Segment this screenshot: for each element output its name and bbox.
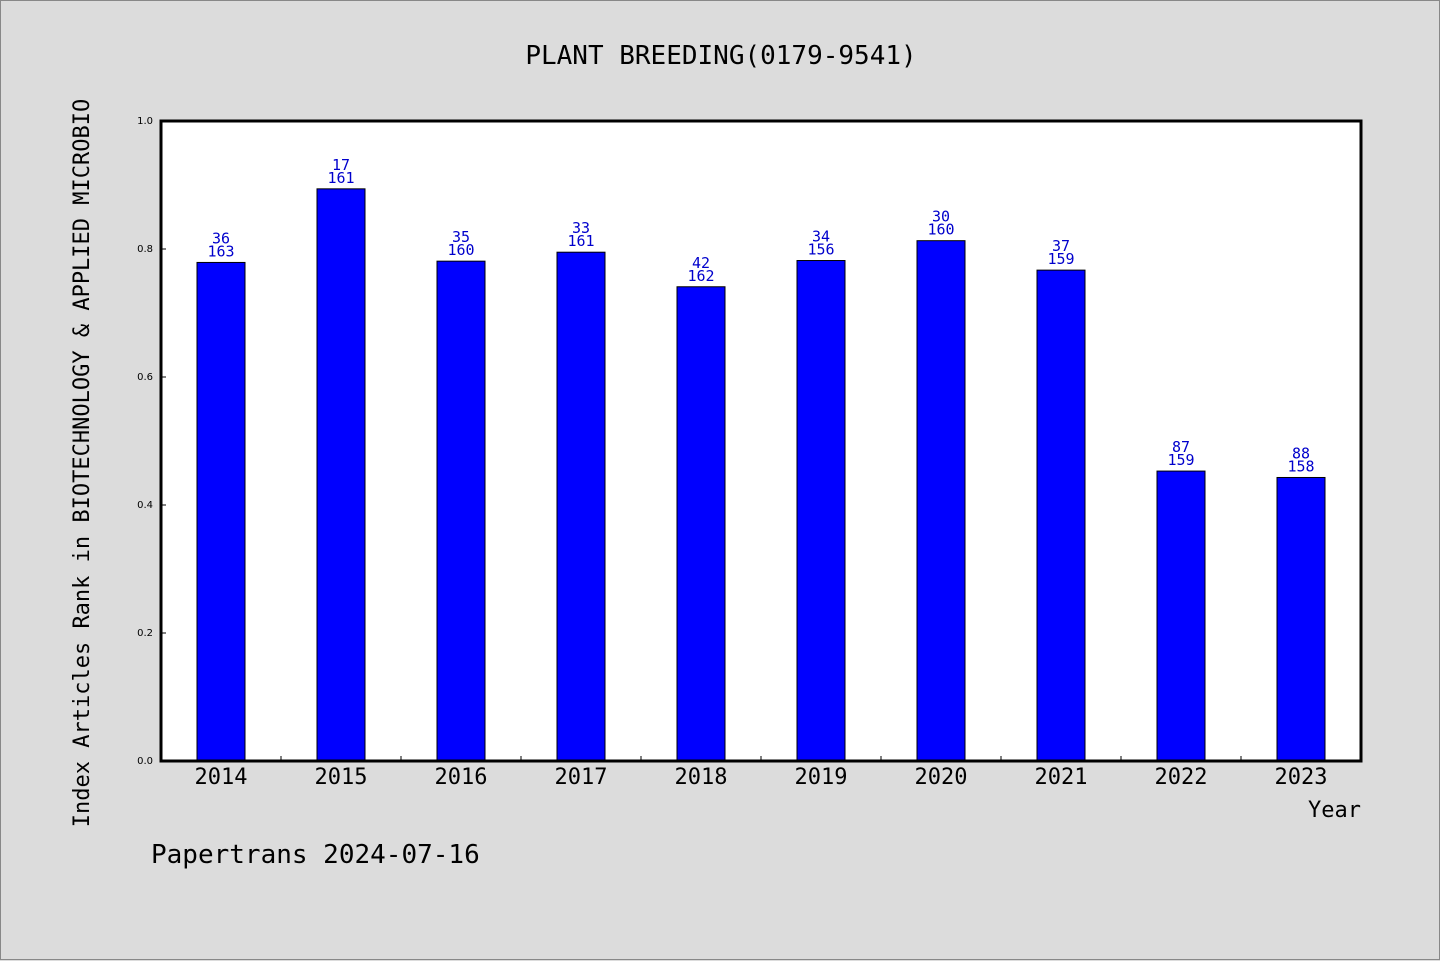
bar-rank-label: 37: [1052, 237, 1070, 255]
bar-rank-label: 36: [212, 229, 230, 247]
y-tick-label: 0.8: [137, 244, 153, 255]
y-tick-label: 0.4: [137, 500, 153, 511]
bar-rank-label: 35: [452, 228, 470, 246]
bar-total-label: 158: [1287, 457, 1314, 475]
y-tick-label: 1.0: [137, 116, 153, 127]
bar: [796, 260, 846, 762]
x-tick-label: 2017: [555, 765, 608, 790]
bar-total-label: 159: [1047, 250, 1074, 268]
y-tick-label: 0.0: [137, 756, 153, 767]
x-tick-label: 2020: [915, 765, 968, 790]
footer-credit: Papertrans 2024-07-16: [151, 840, 480, 870]
x-tick-label: 2015: [315, 765, 368, 790]
bar-total-label: 159: [1167, 451, 1194, 469]
bar-rank-label: 88: [1292, 444, 1310, 462]
bar: [916, 240, 966, 762]
bar: [1276, 476, 1326, 762]
y-axis-label: Index Articles Rank in BIOTECHNOLOGY & A…: [70, 99, 95, 827]
bar: [316, 188, 366, 762]
bar: [1036, 269, 1086, 762]
bar-total-label: 156: [807, 241, 834, 259]
x-tick-label: 2021: [1035, 765, 1088, 790]
bar: [196, 261, 246, 762]
y-tick-label: 0.2: [137, 628, 153, 639]
bar-total-label: 163: [207, 242, 234, 260]
plot-border: [159, 119, 1363, 763]
bar-total-label: 160: [927, 221, 954, 239]
bar: [556, 251, 606, 762]
y-tick-label: 0.6: [137, 372, 153, 383]
bar: [1156, 470, 1206, 762]
bar-total-label: 161: [567, 232, 594, 250]
bar-total-label: 162: [687, 267, 714, 285]
bar-rank-label: 17: [332, 156, 350, 174]
bar-total-label: 161: [327, 169, 354, 187]
x-tick-label: 2016: [435, 765, 488, 790]
bar-rank-label: 42: [692, 254, 710, 272]
x-tick-label: 2014: [195, 765, 248, 790]
x-axis-label: Year: [1308, 798, 1361, 823]
bar-total-label: 160: [447, 241, 474, 259]
chart-title: PLANT BREEDING(0179-9541): [525, 41, 916, 71]
plot-area: 0.00.20.40.60.81.03616320141716120153516…: [137, 116, 1363, 790]
x-tick-label: 2019: [795, 765, 848, 790]
bar-rank-label: 87: [1172, 438, 1190, 456]
x-tick-label: 2022: [1155, 765, 1208, 790]
bar-rank-label: 34: [812, 228, 830, 246]
bar: [676, 286, 726, 762]
bar-rank-label: 30: [932, 208, 950, 226]
bar-rank-label: 33: [572, 219, 590, 237]
x-tick-label: 2023: [1275, 765, 1328, 790]
x-tick-label: 2018: [675, 765, 728, 790]
bar: [436, 260, 486, 762]
